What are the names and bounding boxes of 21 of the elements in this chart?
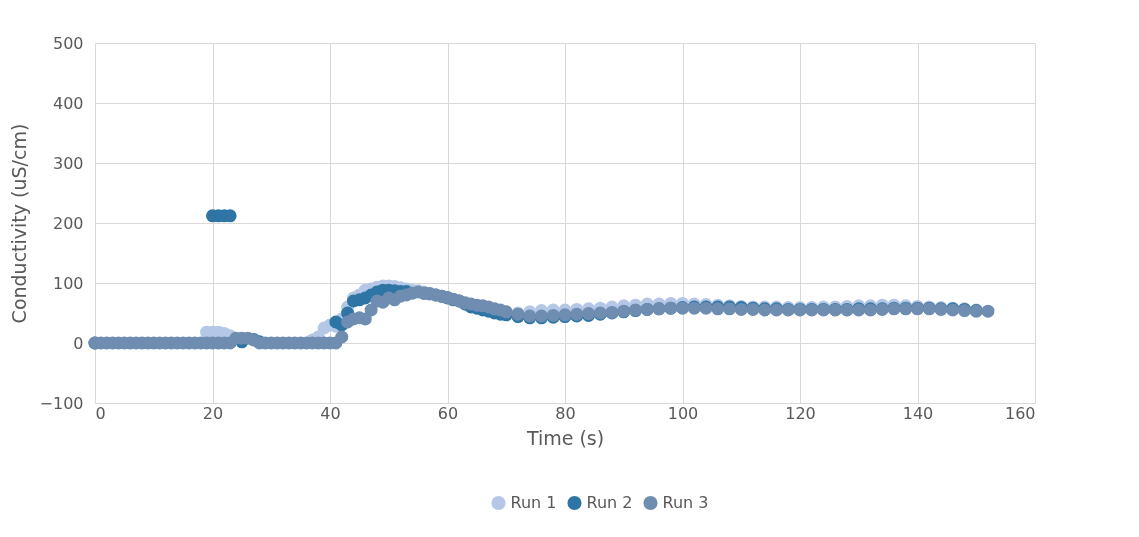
legend-label: Run 3 xyxy=(662,493,709,512)
x-tick-label: 140 xyxy=(902,403,934,423)
y-tick-label: 500 xyxy=(52,33,84,53)
x-tick-label: 100 xyxy=(667,403,699,423)
x-tick-label: 120 xyxy=(785,403,816,423)
x-tick-label: 0 xyxy=(95,403,106,423)
y-tick-label: 300 xyxy=(52,153,84,173)
y-axis-title: Conductivity (uS/cm) xyxy=(7,123,30,324)
x-tick-label: 20 xyxy=(202,403,224,423)
legend-label: Run 1 xyxy=(510,493,557,512)
y-tick-label: −100 xyxy=(39,393,84,413)
x-tick-label: 160 xyxy=(1004,403,1036,423)
x-axis-title: Time (s) xyxy=(525,426,605,449)
y-tick-label: 100 xyxy=(52,273,84,293)
x-tick-label: 80 xyxy=(555,403,576,423)
legend-label: Run 2 xyxy=(586,493,633,512)
x-tick-label: 60 xyxy=(437,403,459,423)
x-tick-label: 40 xyxy=(320,403,341,423)
y-tick-label: 200 xyxy=(52,213,84,233)
y-tick-label: 400 xyxy=(52,93,84,113)
y-tick-label: 0 xyxy=(73,333,84,353)
